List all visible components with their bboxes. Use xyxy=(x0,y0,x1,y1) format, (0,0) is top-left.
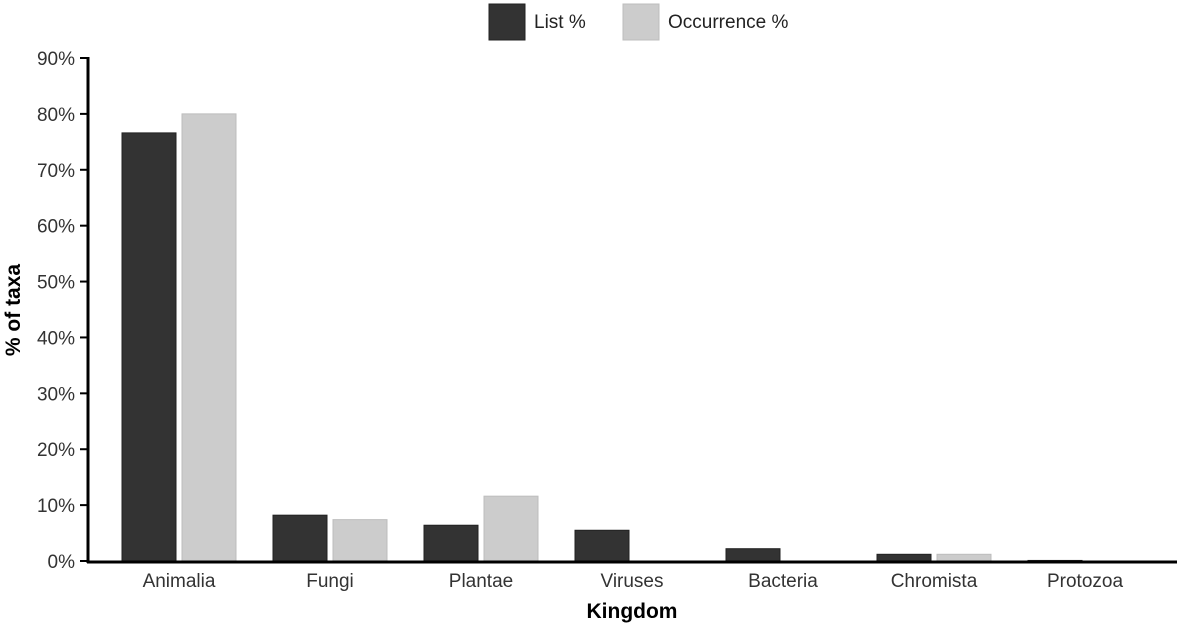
y-tick-label: 60% xyxy=(37,217,75,238)
x-tick-label: Fungi xyxy=(306,571,354,592)
bar-viruses-list xyxy=(574,529,630,562)
y-tick-label: 20% xyxy=(37,440,75,461)
bars xyxy=(121,113,1083,562)
y-tick-label: 90% xyxy=(37,49,75,70)
legend: List % Occurrence % xyxy=(488,3,788,41)
bar-plantae-occurrence xyxy=(483,495,539,562)
y-tick-label: 70% xyxy=(37,161,75,182)
x-tick-label: Animalia xyxy=(143,571,216,592)
x-axis-tick-labels: Animalia Fungi Plantae Viruses Bacteria Chrom… xyxy=(143,571,1124,592)
legend-label: List % xyxy=(534,12,586,33)
y-tick-label: 80% xyxy=(37,105,75,126)
y-tick-label: 0% xyxy=(48,552,76,573)
bar-animalia-occurrence xyxy=(181,113,237,562)
y-tick-label: 50% xyxy=(37,273,75,294)
y-axis-title: % of taxa xyxy=(2,264,25,357)
x-tick-label: Protozoa xyxy=(1047,571,1123,592)
bar-chromista-list xyxy=(876,553,932,562)
y-tick-label: 30% xyxy=(37,384,75,405)
bar-plantae-list xyxy=(423,524,479,562)
legend-swatch xyxy=(488,3,526,41)
bar-fungi-list xyxy=(272,514,328,562)
x-tick-label: Bacteria xyxy=(748,571,818,592)
bar-chromista-occurrence xyxy=(936,553,992,562)
legend-label: Occurrence % xyxy=(668,12,788,33)
bar-bacteria-list xyxy=(725,548,781,562)
y-tick-label: 40% xyxy=(37,328,75,349)
legend-swatch xyxy=(622,3,660,41)
bar-fungi-occurrence xyxy=(332,519,388,562)
x-tick-label: Viruses xyxy=(600,571,663,592)
x-tick-label: Chromista xyxy=(891,571,978,592)
y-axis-ticks: 0% 10% 20% 30% 40% 50% 60% 70% 80% 90% xyxy=(37,49,88,573)
bar-animalia-list xyxy=(121,132,177,562)
x-axis-title: Kingdom xyxy=(587,600,678,623)
x-tick-label: Plantae xyxy=(449,571,513,592)
y-tick-label: 10% xyxy=(37,496,75,517)
